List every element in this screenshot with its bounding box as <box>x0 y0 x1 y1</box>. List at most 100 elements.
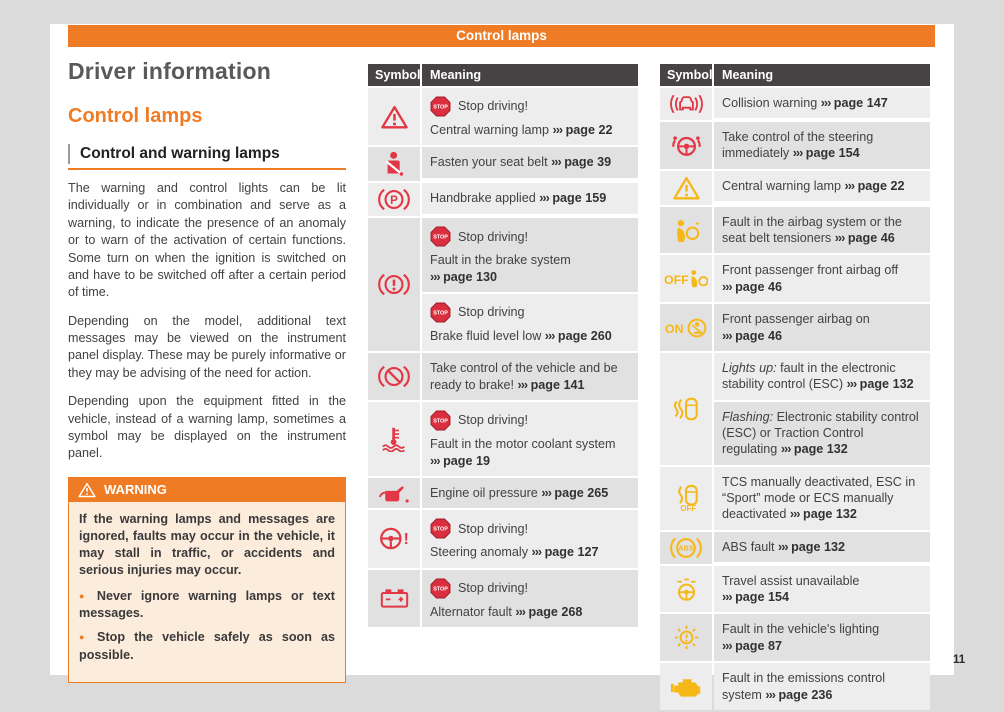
meaning-cell: STOP Stop driving! Alternator fault ››› pa… <box>422 569 638 627</box>
page-reference-link[interactable]: ››› page 130 <box>430 269 497 284</box>
triple-chevron-icon: ››› <box>722 590 733 605</box>
table-row: Fasten your seat belt ››› page 39 <box>368 147 638 182</box>
meaning-description: Steering anomaly <box>430 545 532 560</box>
meaning-text: Brake fluid level low ››› page 260 <box>430 328 630 344</box>
page-reference-link[interactable]: ››› page 147 <box>820 96 888 110</box>
meaning-text: Fasten your seat belt ››› page 39 <box>430 154 630 170</box>
meaning-cell-group: STOP Stop driving! Central warning lamp ››… <box>422 88 638 146</box>
meaning-description: fault in the electronic stability contro… <box>722 360 896 392</box>
page-reference-link[interactable]: ››› page 236 <box>765 687 833 702</box>
travel-assist-icon <box>660 565 712 613</box>
meaning-text: Fault in the emissions control system ››… <box>722 670 922 703</box>
stop-badge-label: Stop driving <box>458 305 525 320</box>
meaning-text: TCS manually deactivated, ESC in “Sport”… <box>722 474 922 523</box>
page-reference-link[interactable]: ››› page 265 <box>541 485 609 500</box>
page-reference-link[interactable]: ››› page 22 <box>844 178 905 193</box>
triple-chevron-icon: ››› <box>531 545 543 560</box>
meaning-text: Fault in the motor coolant system ››› pa… <box>430 436 630 469</box>
meaning-cell-group: Fasten your seat belt ››› page 39 <box>422 147 638 181</box>
page-reference-link[interactable]: ››› page 154 <box>792 146 860 161</box>
page-reference-link[interactable]: ››› page 132 <box>789 507 857 522</box>
meaning-text: ABS fault ››› page 132 <box>722 539 922 555</box>
meaning-description: Fasten your seat belt <box>430 155 552 170</box>
meaning-cell: STOP Stop driving! Fault in the motor cool… <box>422 402 638 476</box>
symbol-column-header: Symbol <box>660 64 713 86</box>
warning-bullet: Stop the vehicle safely as soon as possi… <box>79 629 335 663</box>
esc-off-icon: OFF <box>660 466 712 530</box>
control-lamps-table-right: Symbol Meaning Collision warning ››› page … <box>660 64 930 712</box>
meaning-cell: Flashing: Electronic stability control (… <box>714 401 930 465</box>
stop-badge-label: Stop driving! <box>458 229 529 244</box>
meaning-text: Front passenger airbag on ››› page 46 <box>722 311 922 344</box>
triple-chevron-icon: ››› <box>515 604 526 619</box>
meaning-text: Fault in the airbag system or the seat b… <box>722 214 922 247</box>
meaning-cell: Fault in the emissions control system ››… <box>714 663 930 710</box>
seatbelt-icon <box>368 147 420 182</box>
triple-chevron-icon: ››› <box>539 191 550 206</box>
document-page: Control lamps Driver information Control… <box>50 24 954 710</box>
chapter-title: Driver information <box>68 58 271 84</box>
stop-driving-badge: STOP Stop driving <box>430 302 630 323</box>
stop-sign-icon: STOP <box>430 302 451 323</box>
meaning-cell-group: Take control of the steering immediately… <box>714 122 930 169</box>
page-reference-link[interactable]: ››› page 19 <box>430 453 490 468</box>
warning-box: WARNING If the warning lamps and message… <box>68 476 346 683</box>
abs-icon: ABS <box>660 531 712 564</box>
meaning-cell: Engine oil pressure ››› page 265 <box>422 477 638 509</box>
meaning-cell: Fault in the vehicle's lighting ››› page… <box>714 614 930 662</box>
meaning-description: Engine oil pressure <box>430 485 542 500</box>
svg-text:STOP: STOP <box>433 419 448 425</box>
page-reference-link[interactable]: ››› page 46 <box>722 279 782 294</box>
meaning-description: Front passenger airbag on <box>722 312 870 327</box>
steering-takeover-icon <box>660 122 712 169</box>
page-reference-link[interactable]: ››› page 132 <box>846 377 914 392</box>
meaning-text: Steering anomaly ››› page 127 <box>430 544 630 560</box>
meaning-cell-group: STOP Stop driving! Alternator fault ››› pa… <box>422 569 638 627</box>
meaning-text: Alternator fault ››› page 268 <box>430 604 630 620</box>
meaning-cell: ABS fault ››› page 132 <box>714 531 930 563</box>
table-row: OFF TCS manually deactivated, ESC in “Spo… <box>660 466 930 530</box>
page-reference-link[interactable]: ››› page 154 <box>722 590 789 605</box>
triple-chevron-icon: ››› <box>552 123 564 137</box>
heading-rule <box>68 168 346 170</box>
stop-badge-label: Stop driving! <box>458 580 529 595</box>
page-reference-link[interactable]: ››› page 39 <box>551 155 612 170</box>
page-reference-link[interactable]: ››› page 141 <box>517 377 585 392</box>
page-reference-link[interactable]: ››› page 268 <box>515 604 583 619</box>
warning-text: If the warning lamps and messages are ig… <box>79 511 335 577</box>
meaning-cell-group: TCS manually deactivated, ESC in “Sport”… <box>714 466 930 530</box>
meaning-cell: Take control of the vehicle and be ready… <box>422 353 638 401</box>
triple-chevron-icon: ››› <box>789 507 801 522</box>
chapter-banner: Control lamps <box>68 25 935 47</box>
page-reference-link[interactable]: ››› page 159 <box>539 191 607 206</box>
page-reference-link[interactable]: ››› page 46 <box>722 328 782 343</box>
condition-label: Flashing: <box>722 409 777 424</box>
stop-driving-badge: STOP Stop driving! <box>430 410 630 431</box>
meaning-text: Front passenger front airbag off ››› pag… <box>722 262 922 295</box>
lighting-fault-icon <box>660 614 712 662</box>
page-reference-link[interactable]: ››› page 132 <box>780 442 848 457</box>
meaning-cell: TCS manually deactivated, ESC in “Sport”… <box>714 466 930 530</box>
page-reference-link[interactable]: ››› page 87 <box>722 638 782 653</box>
triple-chevron-icon: ››› <box>551 155 562 170</box>
stop-driving-badge: STOP Stop driving! <box>430 518 630 539</box>
page-reference-link[interactable]: ››› page 132 <box>778 539 846 554</box>
meaning-text: Central warning lamp ››› page 22 <box>430 122 630 138</box>
page-reference-link[interactable]: ››› page 46 <box>834 231 895 246</box>
meaning-cell-group: Engine oil pressure ››› page 265 <box>422 477 638 509</box>
meaning-cell: Take control of the steering immediately… <box>714 122 930 169</box>
table-row: Engine oil pressure ››› page 265 <box>368 477 638 509</box>
page-reference-link[interactable]: ››› page 22 <box>552 123 613 137</box>
stop-driving-badge: STOP Stop driving! <box>430 226 630 247</box>
paragraph: Depending on the model, additional text … <box>68 313 346 380</box>
meaning-description: TCS manually deactivated, ESC in “Sport”… <box>722 474 916 522</box>
triple-chevron-icon: ››› <box>722 328 733 343</box>
meaning-cell: Front passenger front airbag off ››› pag… <box>714 255 930 303</box>
svg-text:!: ! <box>403 531 408 548</box>
meaning-description: Fault in the brake system <box>430 253 571 268</box>
meaning-text: Fault in the vehicle's lighting ››› page… <box>722 621 922 654</box>
page-reference-link[interactable]: ››› page 260 <box>544 329 612 344</box>
triple-chevron-icon: ››› <box>778 539 789 554</box>
page-reference-link[interactable]: ››› page 127 <box>531 545 599 560</box>
stop-driving-badge: STOP Stop driving! <box>430 96 630 117</box>
